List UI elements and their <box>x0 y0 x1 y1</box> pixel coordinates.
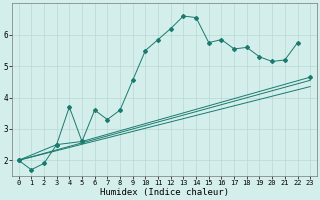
X-axis label: Humidex (Indice chaleur): Humidex (Indice chaleur) <box>100 188 229 197</box>
